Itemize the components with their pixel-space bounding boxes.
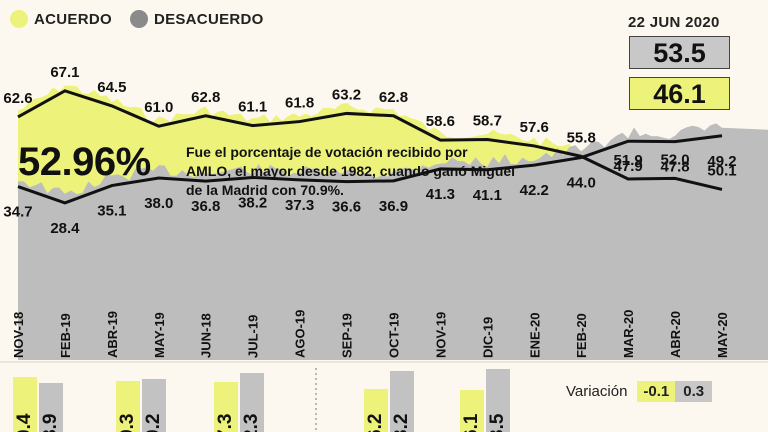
label-agree: 62.8	[379, 89, 408, 106]
bottom-bar-disagree	[240, 373, 264, 432]
bottom-bar-disagree	[142, 379, 166, 432]
x-tick-label: NOV-18	[11, 312, 26, 358]
bottom-bar-agree	[116, 381, 140, 432]
line-disagree	[17, 134, 723, 205]
bottom-bar-agree-label: 0.4	[14, 413, 35, 432]
bottom-bar-agree	[364, 389, 388, 432]
label-agree: 58.7	[473, 113, 502, 130]
bottom-bar-disagree	[39, 383, 63, 432]
label-agree: 61.1	[238, 99, 267, 116]
headline-note: Fue el porcentaje de votación recibido p…	[186, 144, 516, 198]
label-disagree: 47.9	[614, 158, 643, 175]
x-tick-label: SEP-19	[340, 313, 355, 358]
label-disagree: 49.2	[707, 153, 736, 170]
bottom-bar-agree	[460, 390, 484, 432]
label-disagree: 41.1	[473, 187, 502, 204]
legend-agree-label: ACUERDO	[34, 10, 112, 28]
label-disagree: 34.7	[3, 204, 32, 221]
bottom-bars: 0.4 8.9 9.3 0.2 7.3 2.3 6.2 3.2 6.1 3.5	[0, 361, 768, 432]
chart-x-tick-labels: NOV-18 FEB-19 ABR-19 MAY-19 JUN-18 JUL-19 AGO-…	[11, 310, 730, 358]
x-tick-label: JUL-19	[246, 315, 261, 358]
label-agree: 52.0	[660, 151, 689, 168]
x-tick-label: OCT-19	[386, 312, 401, 358]
x-tick-label: FEB-20	[574, 313, 589, 358]
x-tick-label: FEB-19	[58, 313, 73, 358]
chart-data-labels: 62.6 67.1 64.5 61.0 62.8 61.1 61.8 63.2 62.8 58.6…	[3, 64, 736, 237]
bottom-bar-agree	[214, 382, 238, 432]
x-tick-label: MAY-19	[152, 312, 167, 358]
label-agree: 62.6	[3, 90, 32, 107]
label-disagree: 36.6	[332, 199, 361, 216]
label-disagree: 44.0	[567, 175, 596, 192]
label-agree: 51.9	[614, 152, 643, 169]
label-disagree: 37.3	[285, 197, 314, 214]
label-agree: 61.8	[285, 95, 314, 112]
line-agree	[17, 89, 723, 191]
x-tick-label: MAR-20	[621, 310, 636, 358]
label-disagree: 38.0	[144, 195, 173, 212]
label-agree: 55.8	[567, 129, 596, 146]
legend-agree-swatch	[10, 10, 28, 28]
legend: ACUERDO DESACUERDO	[10, 10, 282, 28]
bottom-bar-agree-label: 9.3	[117, 414, 138, 432]
bottom-bar-disagree	[486, 369, 510, 432]
bottom-bar-agree-label: 6.1	[461, 413, 482, 432]
variation-label: Variación	[566, 383, 628, 400]
bottom-bar-disagree	[390, 371, 414, 432]
latest-date: 22 JUN 2020	[628, 14, 720, 31]
variation-disagree: 0.3	[675, 381, 713, 402]
bottom-bar-agree-label: 7.3	[215, 414, 236, 432]
label-disagree: 36.8	[191, 198, 220, 215]
legend-disagree-swatch	[129, 10, 148, 28]
bottom-bar-disagree-label: 3.2	[391, 414, 412, 432]
bottom-bar-disagree-label: 0.2	[143, 414, 164, 432]
legend-disagree-label: DESACUERDO	[153, 10, 264, 28]
bottom-bar-disagree-label: 3.5	[487, 413, 508, 432]
x-tick-label: DIC-19	[480, 317, 495, 358]
label-disagree: 47.8	[660, 159, 689, 176]
label-disagree: 36.9	[379, 198, 408, 215]
label-agree: 63.2	[332, 86, 361, 103]
label-disagree: 41.3	[426, 186, 455, 203]
x-tick-label: NOV-19	[433, 312, 448, 358]
label-agree: 57.6	[520, 119, 549, 136]
label-agree: 64.5	[97, 79, 126, 96]
x-tick-label: AGO-19	[293, 310, 308, 358]
chart-lines	[17, 89, 723, 205]
x-tick-label: JUN-18	[199, 313, 214, 358]
latest-agree-value: 46.1	[629, 77, 730, 110]
bottom-bar-agree-label: 6.2	[365, 414, 386, 432]
latest-disagree-value: 53.5	[629, 36, 730, 69]
headline-percentage: 52.96%	[18, 140, 151, 184]
x-tick-label: ABR-19	[105, 311, 120, 358]
label-disagree: 35.1	[97, 203, 126, 220]
label-disagree: 28.4	[50, 220, 80, 237]
x-tick-label: ABR-20	[668, 311, 683, 358]
variation: Variación -0.1 0.3	[566, 381, 713, 402]
label-disagree: 42.2	[520, 182, 549, 199]
bottom-bar-disagree-label: 8.9	[40, 414, 61, 432]
label-agree: 67.1	[50, 64, 79, 81]
variation-agree: -0.1	[637, 381, 676, 402]
label-disagree: 38.2	[238, 194, 267, 211]
x-tick-label: MAY-20	[715, 312, 730, 358]
x-tick-label: ENE-20	[527, 312, 542, 358]
label-agree: 61.0	[144, 99, 173, 116]
label-agree: 58.6	[426, 113, 455, 130]
bottom-bar-agree	[13, 377, 37, 432]
label-agree: 50.1	[707, 162, 736, 179]
bottom-bar-disagree-label: 2.3	[241, 414, 262, 432]
label-agree: 62.8	[191, 89, 220, 106]
